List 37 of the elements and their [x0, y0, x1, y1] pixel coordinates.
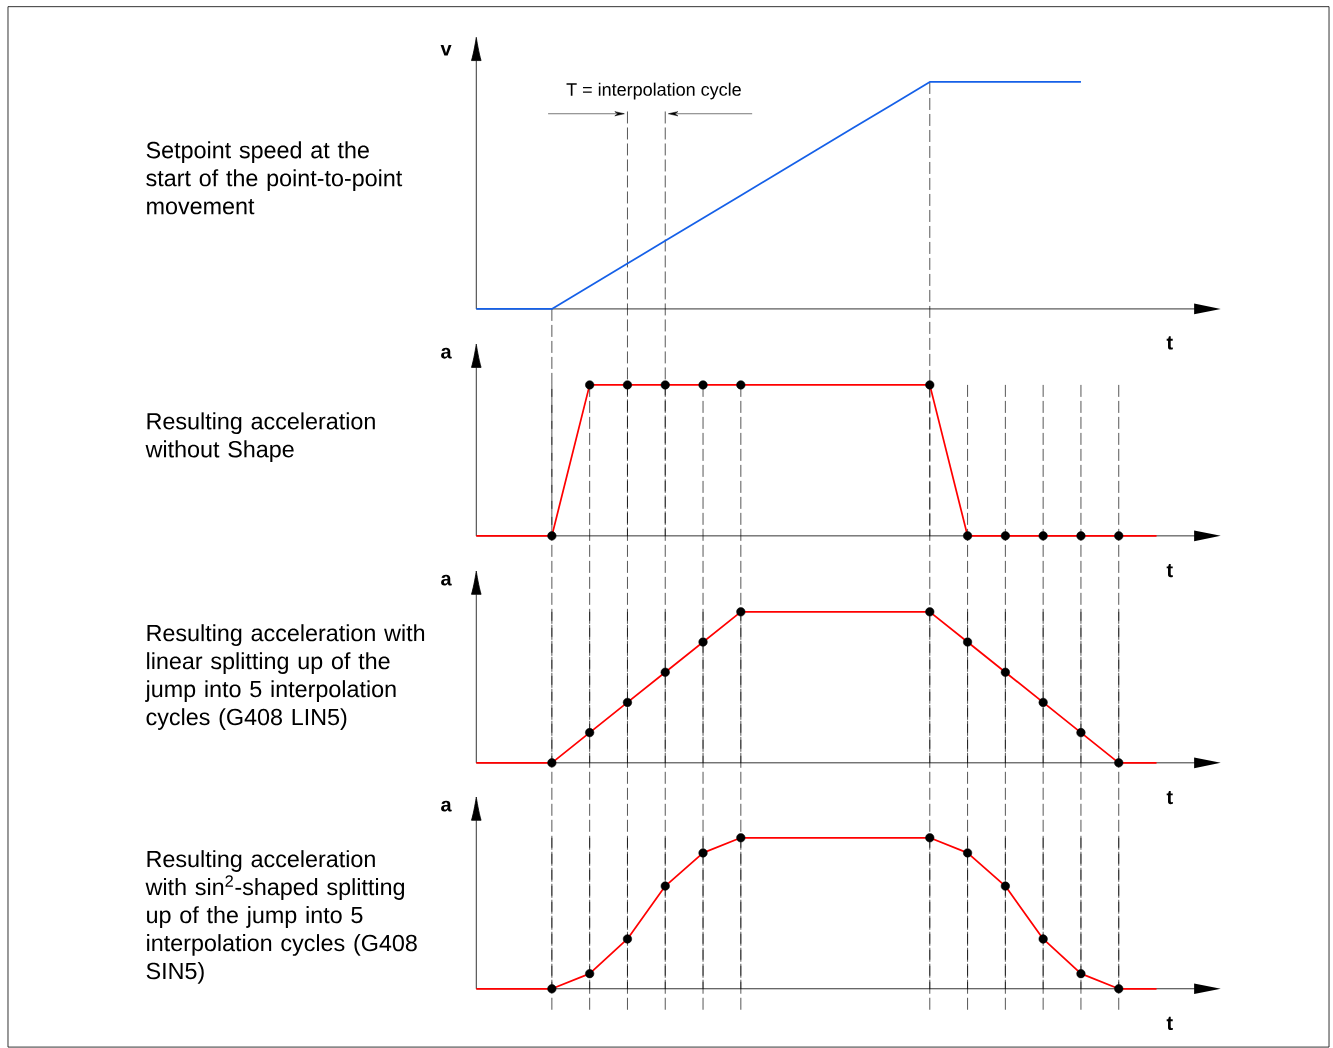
point: [622, 934, 632, 944]
x-axis-title: t: [1166, 564, 1173, 578]
point: [963, 848, 973, 858]
y-axis-title: a: [441, 347, 452, 359]
point: [698, 637, 708, 647]
x-axis-title: t: [1166, 336, 1173, 350]
text: Resulting acceleration without Shape: [145, 412, 375, 463]
x-axis-title: t: [1166, 1017, 1173, 1031]
x-axis-title: t: [1166, 791, 1173, 805]
point: [1038, 698, 1048, 708]
point: [925, 607, 935, 617]
point: [1000, 881, 1010, 891]
point: [736, 607, 746, 617]
y-axis-title: a: [441, 800, 452, 812]
point: [547, 984, 557, 994]
point: [1114, 984, 1124, 994]
point: [622, 698, 632, 708]
point: [547, 758, 557, 768]
y-axis-title: v: [440, 45, 452, 56]
text: Resulting acceleration with sin$^{2}$-shaped splitting up of the jump into 5 interpolation cycles (G408 SIN5): [145, 850, 417, 984]
point: [736, 833, 746, 843]
point: [1000, 667, 1010, 677]
point: [925, 833, 935, 843]
point: [585, 728, 595, 738]
point: [585, 969, 595, 979]
annotation: T = interpolation cycle: [566, 82, 741, 100]
point: [1076, 969, 1086, 979]
point: [1076, 728, 1086, 738]
point: [1038, 934, 1048, 944]
y-axis-title: a: [441, 574, 452, 586]
text: Resulting acceleration with linear splitting up of the jump into 5 interpolation cycles (G408 LIN5): [145, 624, 425, 731]
point: [660, 881, 670, 891]
text: Setpoint speed at the start of the point-to-point movement: [146, 141, 403, 215]
point: [698, 848, 708, 858]
point: [963, 637, 973, 647]
point: [1114, 758, 1124, 768]
point: [660, 667, 670, 677]
